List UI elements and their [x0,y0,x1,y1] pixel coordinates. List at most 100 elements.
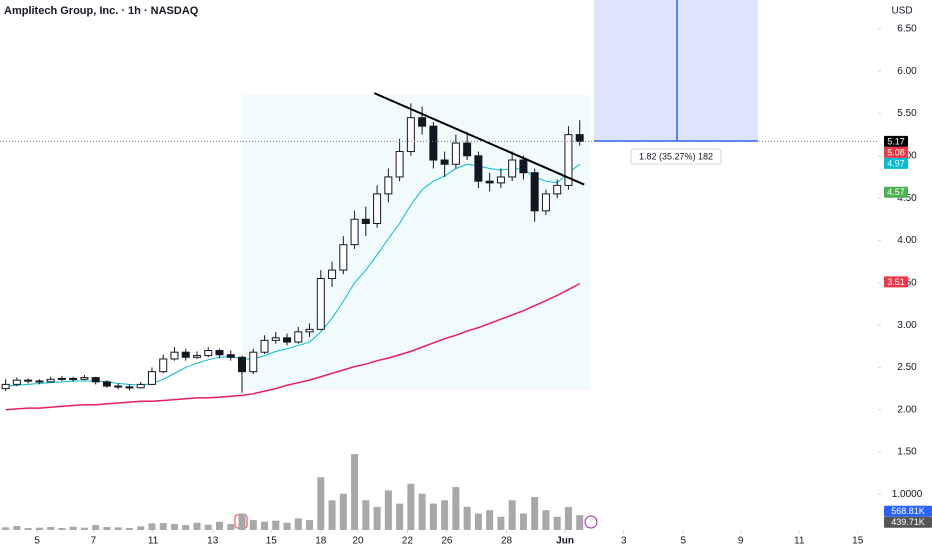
candle-body [519,159,528,174]
moving-average [5,282,581,411]
volume-bar [429,503,437,530]
candle-body [451,142,460,165]
candle-body [294,331,303,343]
candle-body [91,377,100,383]
y-tick-label: 6.00 [897,66,917,77]
volume-bar [531,497,539,530]
volume-bar [486,510,494,530]
volume-badge-label: 439.71K [891,517,925,527]
volume-bar [384,490,392,530]
candle-body [395,151,404,178]
y-tick-label: 5.50 [897,108,917,119]
volume-bar [306,520,314,530]
volume-bar [553,516,561,530]
candle-body [24,379,33,382]
volume-bar [261,521,269,530]
candle-body [80,377,89,380]
candle-body [384,176,393,195]
candle-body [215,350,224,356]
volume-bar [317,477,325,530]
candle-body [328,269,337,280]
candle-body [530,172,539,212]
candle-body [181,351,190,358]
x-tick-label: Jun [556,536,574,547]
candle-body [485,180,494,184]
x-tick-label: 13 [207,536,219,547]
y-tick-label: 2.50 [897,362,917,373]
annotation-box [630,148,722,165]
volume-bar [24,528,32,530]
candle-body [35,380,44,383]
y-tick-label: 1.50 [897,447,917,458]
volume-bar [283,522,291,530]
x-tick-label: 26 [441,536,453,547]
volume-bar [272,520,280,530]
volume-bar [193,522,201,530]
x-tick-label: 9 [738,536,744,547]
price-badge-label: 3.51 [887,277,905,287]
x-tick-label: 15 [266,536,278,547]
candle-body [361,218,370,225]
price-badge-label: 4.57 [887,187,905,197]
volume-bar [294,518,302,530]
volume-bar [407,483,415,530]
volume-bar [576,515,584,530]
candle-body [429,125,438,161]
moving-average [5,163,581,387]
candle-body [305,328,314,333]
x-tick-label: 11 [794,536,805,547]
volume-bar [418,493,426,530]
candle-body [316,278,325,330]
volume-badge [884,516,932,528]
volume-bar [564,506,572,530]
candle-body [575,134,584,142]
candle-body [553,184,562,195]
candle-body [226,354,235,358]
volume-bar [13,526,21,530]
volume-bar [35,527,43,530]
x-tick-label: 15 [852,536,864,547]
candle-body [147,371,156,385]
volume-bar [508,500,516,530]
volume-bar [182,525,190,530]
candle-body [283,337,292,343]
trendline [373,92,585,186]
price-badge-label: 4.97 [887,158,905,168]
volume-bar [125,528,133,530]
volume-bar [474,513,482,530]
volume-bar [441,500,449,530]
candle-body [114,385,123,388]
candle-body [564,134,573,186]
price-badge [884,276,908,288]
volume-bar [328,500,336,530]
volume-bar [396,503,404,530]
volume-bar [463,506,471,530]
price-badge [884,186,908,198]
candle-body [496,176,505,184]
y-tick-label: 1.0000 [892,489,923,500]
candle-body [373,193,382,225]
volume-bar [249,520,257,530]
volume-bar [351,454,359,530]
chart-title: Amplitech Group, Inc. · 1h · NASDAQ [4,5,199,17]
price-badge [884,157,908,169]
x-tick-label: 3 [621,536,627,547]
volume-bar [137,526,145,530]
candle-body [474,155,483,182]
price-badge-label: 5.17 [887,136,905,146]
candle-body [508,159,517,178]
candle-body [12,379,21,385]
volume-bar [159,523,167,530]
volume-bar [148,523,156,530]
price-badge [884,135,908,147]
volume-bar [92,525,100,530]
volume-bar [114,527,122,530]
volume-bar [69,526,77,530]
candle-body [418,117,427,127]
candle-body [260,339,269,353]
volume-bar [362,500,370,530]
volume-badge-label: 568.81K [891,506,925,516]
y-tick-label: 3.00 [897,320,917,331]
